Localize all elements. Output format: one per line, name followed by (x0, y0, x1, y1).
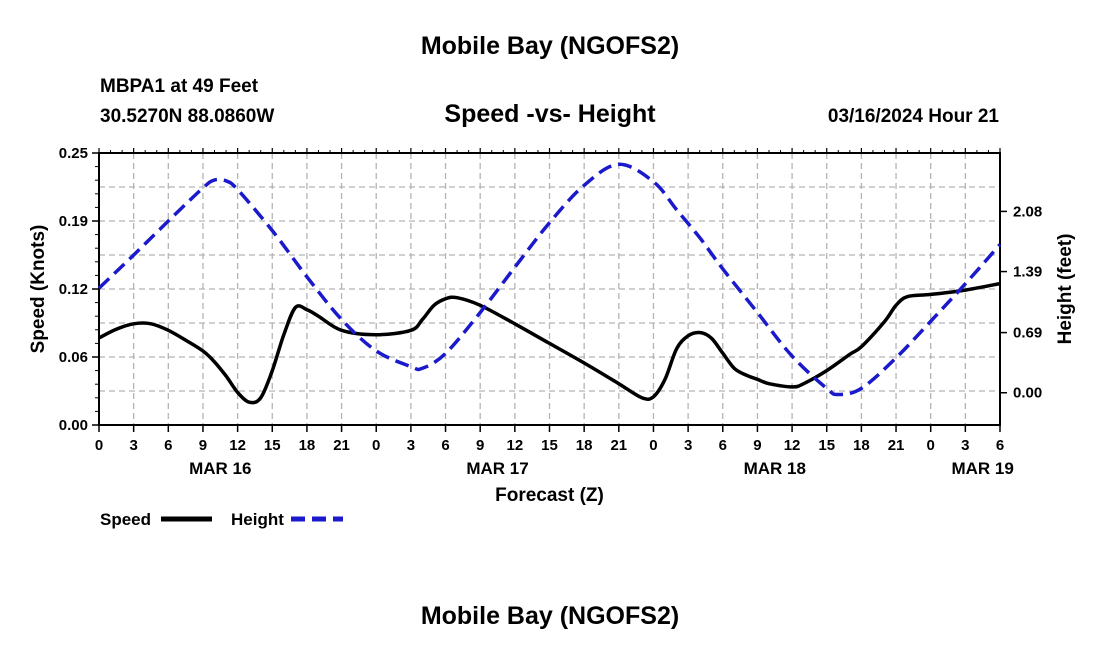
x-tick-label: 12 (229, 437, 246, 454)
y-left-tick-label: 0.06 (59, 349, 88, 366)
grid-lines (99, 153, 1000, 425)
y-right-axis-title: Height (feet) (1055, 234, 1076, 345)
y-right-tick-label: 1.39 (1013, 264, 1042, 281)
x-tick-label: 3 (407, 437, 415, 454)
y-right-tick-label: 0.00 (1013, 385, 1042, 402)
x-tick-label: 3 (129, 437, 137, 454)
x-tick-label: 15 (818, 437, 835, 454)
y-left-tick-label: 0.00 (59, 417, 88, 434)
axis-ticks (92, 148, 1007, 432)
y-right-tick-label: 2.08 (1013, 203, 1042, 220)
x-tick-label: 9 (753, 437, 761, 454)
x-tick-label: 6 (996, 437, 1004, 454)
x-tick-label: 0 (372, 437, 380, 454)
x-tick-label: 12 (784, 437, 801, 454)
series-line-height (97, 162, 1002, 397)
x-tick-label: 21 (610, 437, 627, 454)
y-left-axis-title: Speed (Knots) (28, 225, 49, 354)
date-label: MAR 17 (466, 459, 528, 478)
forecast-datetime: 03/16/2024 Hour 21 (827, 106, 999, 127)
date-label: MAR 19 (951, 459, 1013, 478)
series-lines (97, 162, 1002, 405)
chart-title-bottom: Mobile Bay (NGOFS2) (420, 602, 680, 630)
x-axis-title: Forecast (Z) (495, 485, 604, 506)
chart-title-top: Mobile Bay (NGOFS2) (420, 32, 680, 60)
x-tick-label: 12 (507, 437, 524, 454)
date-label: MAR 18 (744, 459, 806, 478)
legend-label-speed: Speed (100, 510, 151, 529)
y-left-tick-label: 0.25 (59, 145, 88, 162)
x-tick-label: 18 (576, 437, 593, 454)
x-tick-label: 18 (299, 437, 316, 454)
x-tick-label: 9 (476, 437, 484, 454)
x-tick-label: 0 (95, 437, 103, 454)
x-tick-label: 0 (927, 437, 935, 454)
y-right-tick-label: 0.69 (1013, 325, 1042, 342)
x-tick-label: 21 (333, 437, 350, 454)
x-tick-label: 6 (441, 437, 449, 454)
y-left-tick-label: 0.19 (59, 213, 88, 230)
station-label: MBPA1 at 49 Feet (100, 76, 259, 97)
x-tick-label: 9 (199, 437, 207, 454)
legend: Speed Height (100, 510, 343, 529)
x-tick-label: 3 (684, 437, 692, 454)
date-label: MAR 16 (189, 459, 251, 478)
x-tick-label: 15 (541, 437, 558, 454)
axis-labels: 0 3 6 9 12 15 18 21 0 3 6 9 12 15 18 21 0 3 6 9 12 15 18 21 0 3 6M… (28, 145, 1076, 506)
x-tick-label: 6 (164, 437, 172, 454)
chart-subtitle: Speed -vs- Height (444, 100, 656, 128)
x-tick-label: 18 (853, 437, 870, 454)
y-left-tick-label: 0.12 (59, 281, 88, 298)
x-tick-label: 6 (719, 437, 727, 454)
x-tick-label: 15 (264, 437, 281, 454)
x-tick-label: 21 (888, 437, 905, 454)
station-coordinates: 30.5270N 88.0860W (100, 106, 275, 127)
x-tick-label: 0 (649, 437, 657, 454)
legend-label-height: Height (231, 510, 284, 529)
x-tick-label: 3 (961, 437, 969, 454)
